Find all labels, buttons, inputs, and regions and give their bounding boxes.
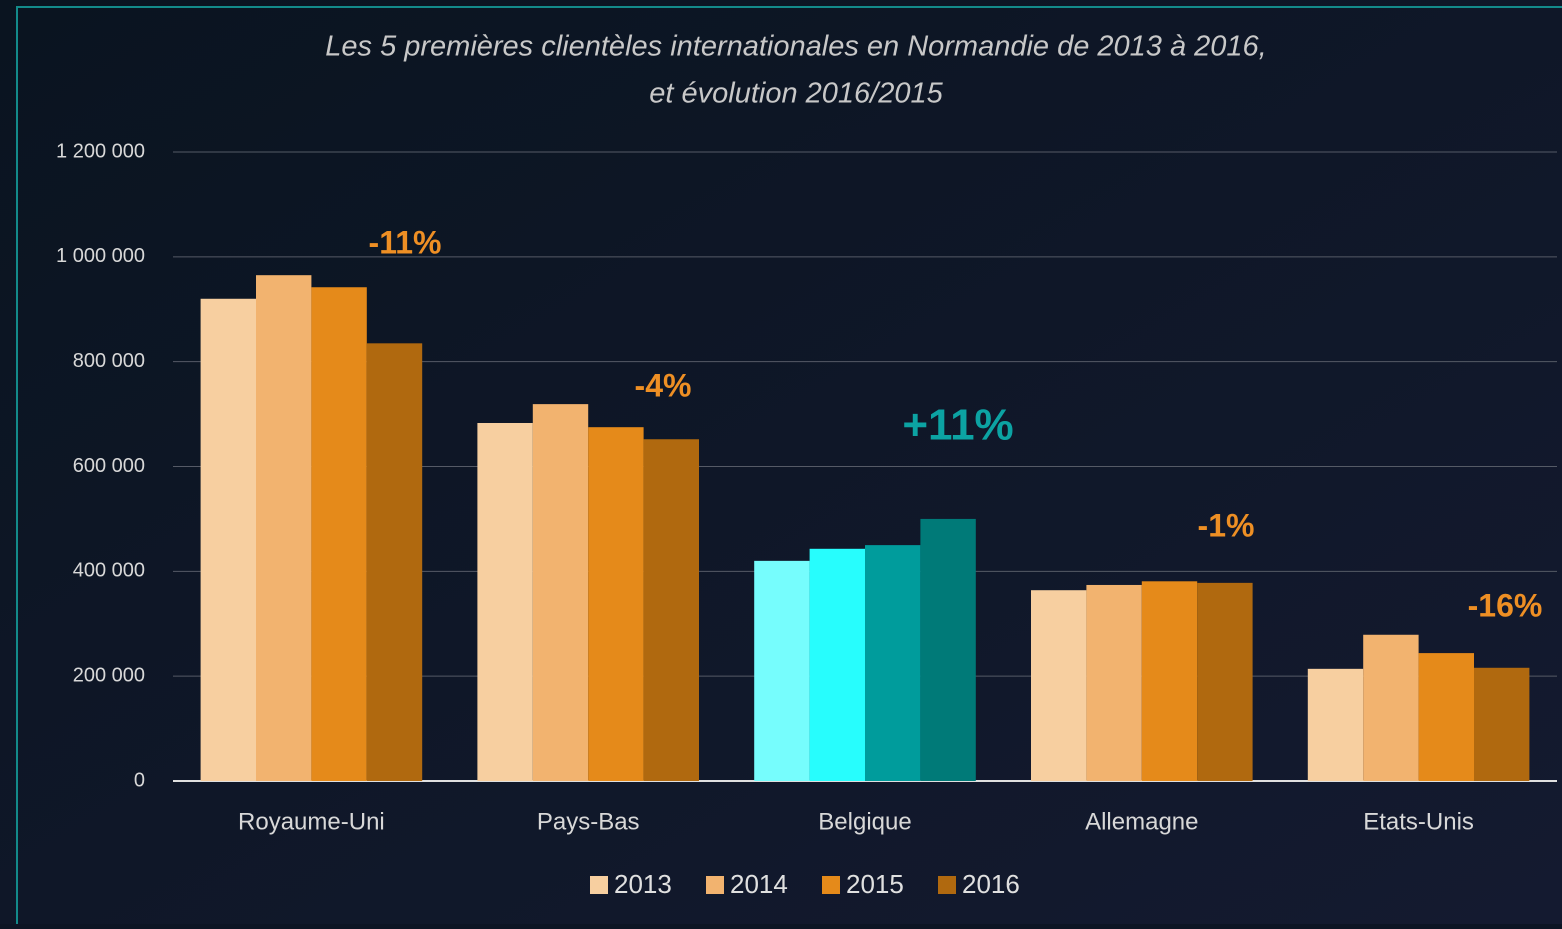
x-tick-label: Etats-Unis <box>1363 808 1474 835</box>
bar <box>366 343 423 781</box>
y-tick-label: 1 000 000 <box>56 245 145 267</box>
bar <box>754 560 810 781</box>
legend-swatch <box>938 876 956 894</box>
legend-label: 2015 <box>846 869 904 899</box>
annotation: -16% <box>1468 587 1543 623</box>
annotation: -1% <box>1198 507 1255 543</box>
chart-title: Les 5 premières clientèles international… <box>325 31 1266 63</box>
x-tick-label: Belgique <box>818 808 911 835</box>
bar <box>1031 590 1087 781</box>
annotation: -4% <box>635 367 692 403</box>
bar <box>1418 653 1474 781</box>
x-tick-label: Royaume-Uni <box>238 808 385 835</box>
bar <box>809 548 865 781</box>
bar <box>1086 584 1142 781</box>
legend-label: 2014 <box>730 869 788 899</box>
bar <box>200 298 256 781</box>
annotation: +11% <box>902 401 1013 450</box>
bar <box>588 427 644 781</box>
annotation: -11% <box>369 224 442 260</box>
y-tick-label: 600 000 <box>73 455 145 477</box>
frame <box>16 6 1562 924</box>
legend-swatch <box>822 876 840 894</box>
bar <box>1474 667 1530 781</box>
y-tick-label: 200 000 <box>73 664 145 686</box>
bar <box>256 275 312 781</box>
bar <box>1197 582 1253 781</box>
y-tick-label: 800 000 <box>73 350 145 372</box>
bar <box>532 404 589 781</box>
bar <box>1363 634 1419 781</box>
legend-swatch <box>590 876 608 894</box>
x-tick-label: Allemagne <box>1085 808 1198 835</box>
chart-title: et évolution 2016/2015 <box>649 78 943 110</box>
y-tick-label: 1 200 000 <box>56 140 145 162</box>
bar <box>1141 581 1198 781</box>
bar <box>865 545 921 781</box>
bar <box>311 287 367 781</box>
bar <box>1307 668 1364 781</box>
y-tick-label: 400 000 <box>73 560 145 582</box>
y-tick-label: 0 <box>134 769 145 791</box>
legend-swatch <box>706 876 724 894</box>
x-tick-label: Pays-Bas <box>537 808 640 835</box>
bar <box>920 518 976 781</box>
bar <box>643 439 699 781</box>
legend-label: 2013 <box>614 869 672 899</box>
bar <box>477 422 533 781</box>
legend-label: 2016 <box>962 869 1020 899</box>
